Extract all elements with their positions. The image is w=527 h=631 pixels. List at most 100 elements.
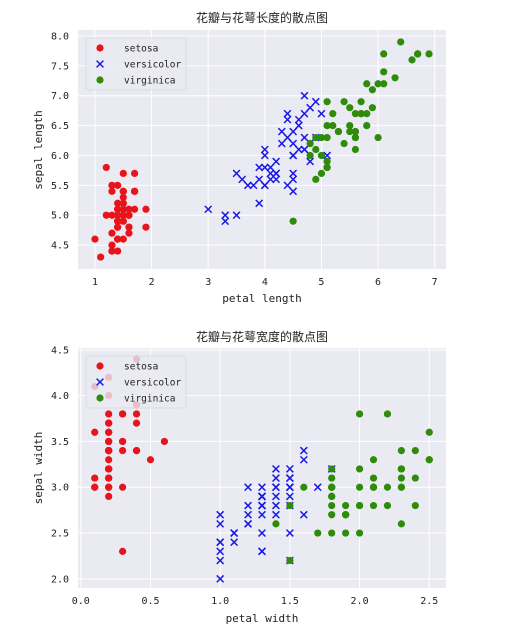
point-setosa-width [119,410,127,418]
point-versicolor-length [300,145,309,154]
point-versicolor-width [272,483,280,492]
point-versicolor-width [285,529,294,537]
point-versicolor-width [299,446,308,455]
point-virginica-width [328,474,336,482]
point-versicolor-length [289,175,298,184]
y-tick-label-length: 6.0 [51,151,69,162]
y-ticks-length: 4.5 5.0 5.5 6.0 6.5 7.0 7.5 8.0 [51,31,69,251]
point-virginica-length [323,98,331,106]
x-ticks-width: 0.0 0.5 1.0 1.5 2.0 2.5 [72,596,439,607]
point-setosa-length [102,163,110,172]
point-versicolor-length [323,151,332,160]
point-virginica-width [355,410,364,418]
point-setosa-width [119,547,127,555]
point-virginica-width [411,474,419,482]
point-virginica-width [272,520,280,528]
point-versicolor-length [294,145,303,154]
point-virginica-width [342,511,350,519]
point-setosa-length [114,205,122,213]
legend-label-virginica: virginica [124,394,175,405]
point-setosa-length [108,229,116,237]
point-virginica-length [312,145,320,154]
y-tick-label-width: 3.0 [51,483,69,494]
legend-label-versicolor: versicolor [124,60,181,71]
point-setosa-width [105,437,113,446]
x-axis-label-length: petal length [222,292,301,305]
point-setosa-width [160,437,169,446]
y-tick-label-length: 8.0 [51,31,69,42]
point-setosa-length [108,211,116,219]
point-setosa-width [119,483,127,491]
point-setosa-length [108,241,116,249]
point-versicolor-width [216,519,225,528]
point-virginica-length [317,151,326,160]
point-setosa-width [105,446,113,455]
point-setosa-width [105,419,113,427]
point-versicolor-length [289,151,298,160]
point-versicolor-width [244,510,252,519]
chart-title-width: 花瓣与花萼宽度的散点图 [196,329,328,344]
point-virginica-width [328,501,336,510]
points-length [91,38,433,261]
point-versicolor-width [216,574,225,583]
y-tick-label-length: 7.0 [51,91,69,102]
legend-box-width [85,355,187,409]
point-virginica-width [383,410,392,418]
point-virginica-width [383,501,392,510]
point-versicolor-length [272,157,281,166]
point-virginica-length [363,122,371,130]
point-versicolor-width [258,501,266,510]
point-versicolor-width [272,501,280,510]
point-virginica-length [323,163,331,172]
legend-label-setosa: setosa [124,362,158,373]
point-virginica-length [363,110,371,118]
point-versicolor-width [272,510,280,519]
point-versicolor-width [216,556,225,565]
point-virginica-length [346,122,354,130]
point-setosa-length [119,169,127,177]
point-virginica-length [306,151,314,160]
points-width [91,355,433,583]
point-versicolor-length [204,205,213,214]
point-virginica-length [329,122,337,130]
point-virginica-length [391,74,399,82]
point-versicolor-length [300,109,309,118]
point-versicolor-length [243,181,252,190]
point-virginica-length [374,133,382,142]
point-setosa-length [108,187,116,195]
point-virginica-width [355,483,364,491]
point-virginica-width [425,456,433,464]
y-tick-label-width: 2.0 [51,574,69,585]
legend-box-length [85,37,187,91]
x-tick-label-length: 5 [318,277,324,288]
point-virginica-width [355,529,364,537]
point-versicolor-length [306,157,315,166]
point-setosa-length [142,205,150,213]
chart-length: 花瓣与花萼长度的散点图 1 2 3 4 5 6 7 4.5 5.0 5.5 6.0 6.5 7.0 7.… [32,10,446,305]
point-setosa-length [119,235,127,243]
point-setosa-width [105,465,113,473]
point-setosa-length [114,181,122,189]
point-versicolor-length [272,169,281,178]
point-setosa-width [146,456,155,464]
x-tick-label-width: 0.5 [141,596,159,607]
point-versicolor-length [232,169,241,178]
point-versicolor-length [260,181,269,190]
x-tick-label-length: 2 [149,277,155,288]
point-virginica-length [346,127,354,136]
legend-marker-versicolor [96,60,104,68]
point-virginica-length [363,80,371,88]
point-setosa-length [125,229,133,237]
point-versicolor-length [255,199,264,208]
grid-length [78,30,446,269]
y-tick-label-width: 3.5 [51,437,69,448]
point-versicolor-width [285,474,294,483]
point-versicolor-width [258,547,266,556]
point-virginica-length [323,122,331,130]
x-tick-label-length: 1 [92,277,98,288]
point-virginica-width [369,456,378,464]
point-virginica-width [397,474,405,482]
point-virginica-width [369,474,378,482]
point-virginica-length [414,50,422,58]
point-versicolor-length [294,121,303,130]
